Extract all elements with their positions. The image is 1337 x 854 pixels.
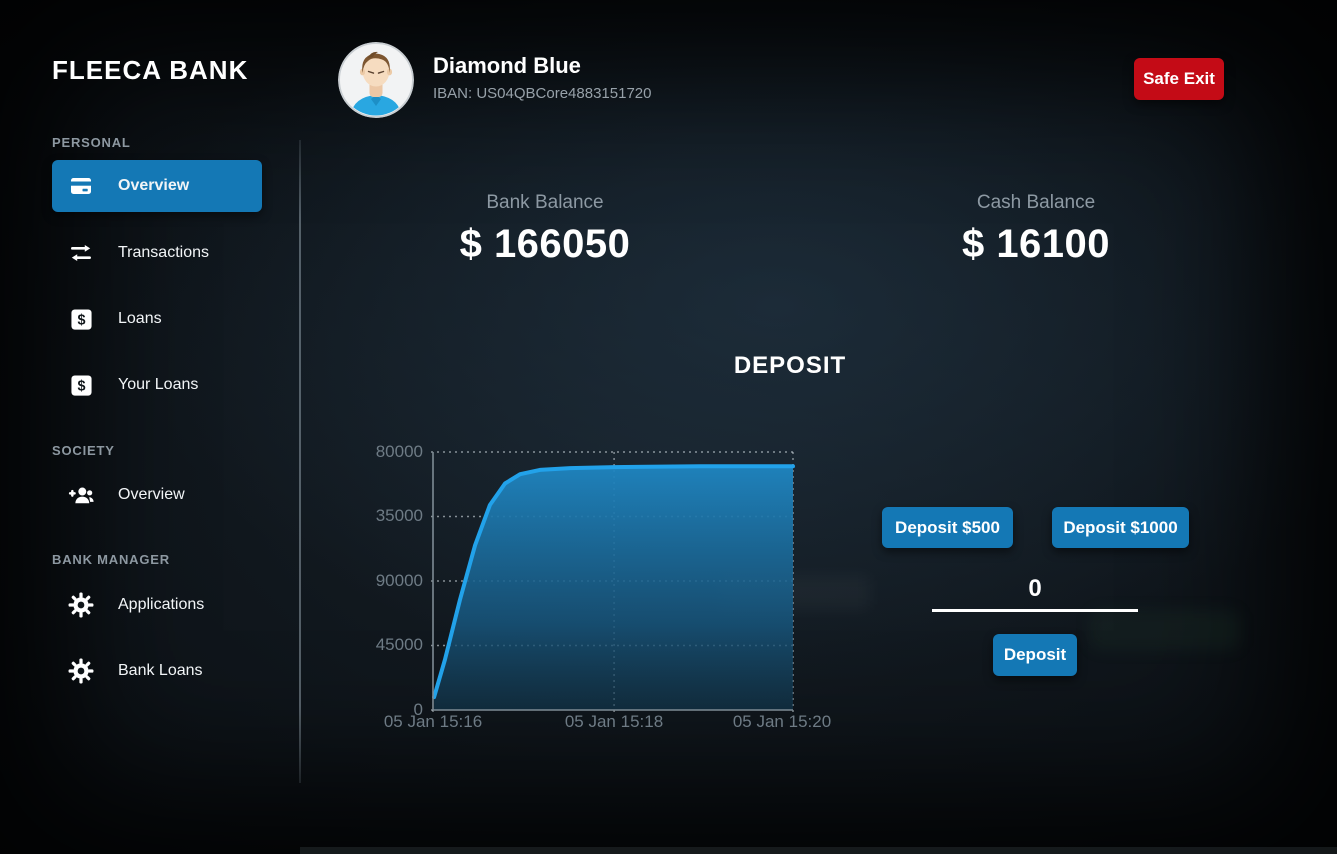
chart-line — [432, 464, 795, 700]
y-tick-label: 80000 — [375, 442, 423, 461]
dollar-square-icon: $ — [68, 306, 94, 332]
sidebar-divider — [299, 140, 301, 783]
sidebar-item-label: Transactions — [118, 244, 209, 261]
sidebar-item-applications[interactable]: Applications — [52, 585, 282, 625]
deposit-amount-input[interactable] — [932, 575, 1138, 609]
deposit-submit-button[interactable]: Deposit — [993, 634, 1077, 676]
sidebar-section-bank-manager: BANK MANAGER — [52, 552, 170, 567]
y-tick-label: 35000 — [375, 506, 423, 525]
avatar — [338, 42, 414, 118]
sidebar-section-personal: PERSONAL — [52, 135, 131, 150]
transfer-arrows-icon — [68, 240, 94, 266]
sidebar-item-label: Your Loans — [118, 376, 199, 393]
background-glow — [1090, 610, 1240, 650]
sidebar-item-transactions[interactable]: Transactions — [52, 233, 282, 273]
sidebar-item-label: Applications — [118, 596, 205, 613]
sidebar-item-loans[interactable]: $ Loans — [52, 299, 282, 339]
bank-balance: Bank Balance $ 166050 — [420, 192, 670, 267]
deposit-title: DEPOSIT — [733, 352, 847, 379]
deposit-1000-button[interactable]: Deposit $1000 — [1052, 507, 1189, 548]
sidebar-item-society-overview[interactable]: Overview — [52, 475, 282, 515]
x-tick-label: 05 Jan 15:20 — [732, 712, 832, 731]
svg-text:$: $ — [77, 312, 85, 328]
credit-card-icon — [68, 173, 94, 199]
cash-balance-value: $ 16100 — [961, 222, 1111, 266]
sidebar-item-label: Overview — [118, 177, 190, 194]
user-iban: IBAN: US04QBCore4883151720 — [433, 85, 652, 102]
x-tick-label: 05 Jan 15:18 — [564, 712, 664, 731]
safe-exit-button[interactable]: Safe Exit — [1134, 58, 1224, 100]
sidebar-item-your-loans[interactable]: $ Your Loans — [52, 365, 282, 405]
user-name: Diamond Blue — [433, 53, 581, 78]
svg-text:$: $ — [77, 378, 85, 394]
sidebar-item-label: Bank Loans — [118, 662, 203, 679]
sidebar-item-label: Loans — [118, 310, 162, 327]
background-bottom-strip — [300, 847, 1337, 854]
deposit-amount-field — [932, 575, 1138, 612]
app-title: FLEECA BANK — [52, 55, 249, 85]
user-plus-icon — [68, 482, 94, 508]
cash-balance: Cash Balance $ 16100 — [911, 192, 1161, 267]
sidebar-item-overview[interactable]: Overview — [52, 160, 262, 212]
sidebar-item-label: Overview — [118, 486, 185, 503]
dollar-square-icon: $ — [68, 372, 94, 398]
sidebar-item-bank-loans[interactable]: Bank Loans — [52, 651, 282, 691]
sidebar-section-society: SOCIETY — [52, 443, 115, 458]
gear-icon — [68, 658, 94, 684]
balance-history-chart — [428, 451, 795, 716]
y-tick-label: 0 — [413, 700, 423, 719]
deposit-500-button[interactable]: Deposit $500 — [882, 507, 1013, 548]
bank-balance-value: $ 166050 — [459, 222, 631, 266]
x-tick-label: 05 Jan 15:16 — [383, 712, 483, 731]
y-tick-label: 45000 — [375, 635, 423, 654]
chart-area-fill — [434, 466, 793, 710]
y-tick-label: 90000 — [375, 571, 423, 590]
bank-balance-label: Bank Balance — [486, 192, 604, 213]
cash-balance-label: Cash Balance — [976, 192, 1096, 213]
gear-icon — [68, 592, 94, 618]
